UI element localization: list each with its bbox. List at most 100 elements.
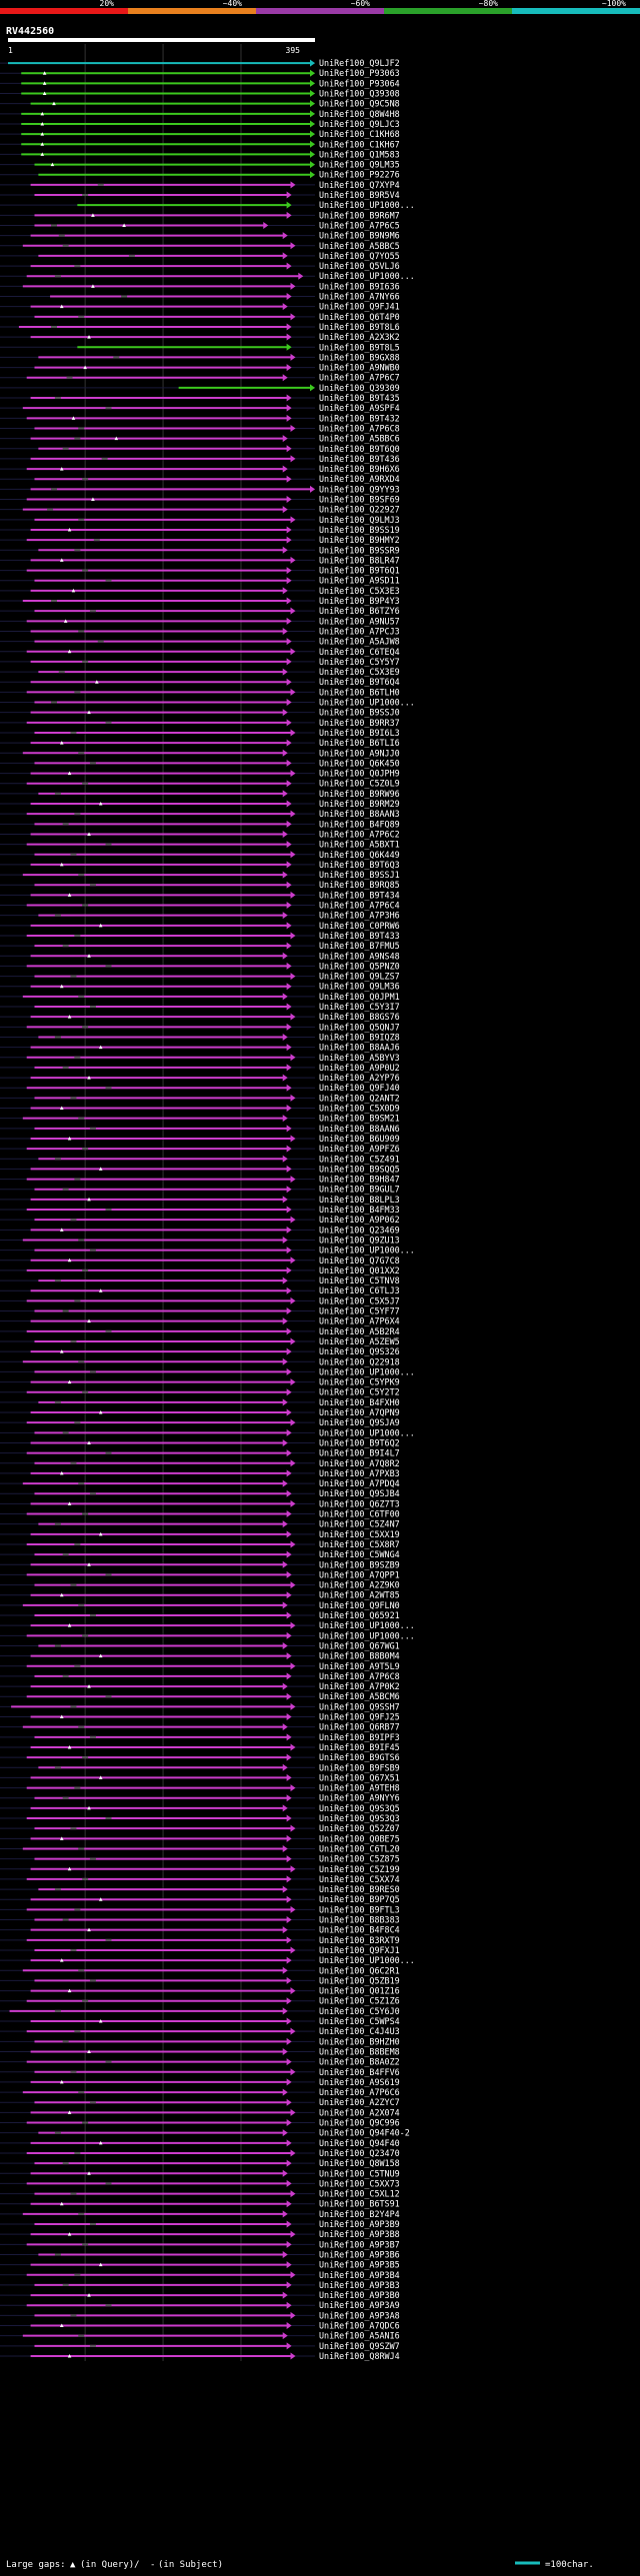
hit-row: UniRef100_C5Y5Y7 xyxy=(0,657,400,667)
hit-arrow xyxy=(290,1824,296,1832)
hit-row: UniRef100_B8AAN3 xyxy=(0,809,400,819)
hit-label: UniRef100_UP1000... xyxy=(319,1246,415,1256)
hit-label: UniRef100_C5Z199 xyxy=(319,1864,400,1874)
hit-arrow xyxy=(286,1388,292,1396)
hit-row: UniRef100_B9T6Q3 xyxy=(0,860,400,870)
hit-arrow xyxy=(310,110,315,118)
hit-row: UniRef100_A5BXT1 xyxy=(0,840,400,850)
hit-label: UniRef100_A5AJW8 xyxy=(319,637,400,647)
hit-arrow xyxy=(282,587,288,595)
hit-label: UniRef100_Q9FLN0 xyxy=(319,1600,400,1610)
hit-row: UniRef100_A2Z9K0 xyxy=(0,1580,400,1590)
hit-label: UniRef100_Q7YO55 xyxy=(319,251,400,261)
hit-row: UniRef100_Q9FJ40 xyxy=(0,1083,400,1093)
hit-label: UniRef100_C5Z1Z6 xyxy=(319,1996,400,2006)
hit-label: UniRef100_A9NJJ0 xyxy=(319,748,400,758)
query-gap-marker xyxy=(59,1836,64,1840)
hit-arrow xyxy=(286,1267,292,1275)
hit-arrow xyxy=(282,1520,288,1528)
hit-label: UniRef100_B8GS76 xyxy=(319,1012,400,1022)
hit-row: UniRef100_Q7YO55 xyxy=(0,251,400,261)
hit-label: UniRef100_C5X0D9 xyxy=(319,1104,400,1114)
hit-label: UniRef100_Q8W158 xyxy=(319,2158,400,2168)
hit-label: UniRef100_B9R5V4 xyxy=(319,190,400,200)
hit-arrow xyxy=(286,1895,292,1903)
hit-label: UniRef100_A9NYY6 xyxy=(319,1793,400,1803)
hit-label: UniRef100_B4FQ89 xyxy=(319,819,400,829)
hit-row: UniRef100_Q8RWJ4 xyxy=(0,2351,400,2361)
hit-label: UniRef100_A9T5L9 xyxy=(319,1661,400,1671)
hit-arrow xyxy=(286,404,292,412)
hit-arrow xyxy=(290,455,296,463)
hit-label: UniRef100_A9P3A9 xyxy=(319,2300,400,2310)
query-gap-marker xyxy=(87,1318,91,1323)
query-gap-marker xyxy=(67,527,72,532)
hit-label: UniRef100_Q39309 xyxy=(319,383,400,393)
hit-row: UniRef100_A7QPP1 xyxy=(0,1569,400,1579)
hit-arrow xyxy=(290,2190,296,2198)
hit-arrow xyxy=(290,1987,296,1995)
hit-label: UniRef100_C5X5J7 xyxy=(319,1295,400,1305)
hit-row: UniRef100_Q7XYP4 xyxy=(0,180,400,190)
hit-label: UniRef100_Q8W4H8 xyxy=(319,109,400,119)
hit-label: UniRef100_B9H6X6 xyxy=(319,464,400,474)
hit-label: UniRef100_C6TEQ4 xyxy=(319,647,400,657)
hit-arrow xyxy=(310,90,315,98)
hit-row: UniRef100_B9RQ85 xyxy=(0,880,400,890)
hit-label: UniRef100_C5YPK9 xyxy=(319,1377,400,1387)
hit-label: UniRef100_B9GX88 xyxy=(319,352,400,362)
hit-arrow xyxy=(282,2332,288,2340)
footer-legend-label: Large gaps: xyxy=(6,2560,66,2570)
hit-row: UniRef100_C5XX19 xyxy=(0,1529,400,1539)
hit-arrow xyxy=(290,1905,296,1913)
hit-arrow xyxy=(282,1196,288,1204)
hit-label: UniRef100_B9T6Q1 xyxy=(319,566,400,576)
hit-arrow xyxy=(286,394,292,402)
hit-label: UniRef100_A9SPF4 xyxy=(319,403,400,413)
hit-arrow xyxy=(282,2210,288,2218)
hit-arrow xyxy=(310,130,315,138)
hit-row: UniRef100_A2X074 xyxy=(0,2107,400,2117)
hit-row: UniRef100_Q01Z16 xyxy=(0,1986,400,1996)
query-gap-marker xyxy=(42,81,47,85)
hit-row: UniRef100_A9P3B7 xyxy=(0,2239,400,2249)
hit-label: UniRef100_B9SSJ1 xyxy=(319,870,400,880)
hit-row: UniRef100_Q9SJA9 xyxy=(0,1417,400,1427)
hit-row: UniRef100_B9GUL7 xyxy=(0,1185,400,1195)
hit-arrow xyxy=(282,2088,288,2096)
hit-row: UniRef100_A7P6C8 xyxy=(0,1671,400,1681)
scale-segment xyxy=(512,8,640,14)
hit-row: UniRef100_Q6K450 xyxy=(0,758,400,768)
query-gap-marker xyxy=(67,1988,72,1993)
hit-arrow xyxy=(310,120,315,128)
hit-arrow xyxy=(290,2108,296,2116)
query-gap-marker xyxy=(59,558,64,562)
query-gap-marker xyxy=(98,2262,103,2267)
query-gap-marker xyxy=(83,365,87,370)
query-gap-marker xyxy=(87,1197,91,1202)
hit-arrow xyxy=(286,293,292,301)
hit-row: UniRef100_B8BEM8 xyxy=(0,2046,400,2056)
hit-arrow xyxy=(282,1438,288,1446)
hit-label: UniRef100_B9T6Q4 xyxy=(319,677,400,687)
hit-label: UniRef100_Q9LM36 xyxy=(319,982,400,992)
hit-row: UniRef100_B9I636 xyxy=(0,281,400,291)
hit-arrow xyxy=(290,1054,296,1062)
hit-label: UniRef100_B2Y4P4 xyxy=(319,2209,400,2219)
hit-label: UniRef100_B9IF45 xyxy=(319,1742,400,1752)
hit-arrow xyxy=(286,526,292,534)
hit-label: UniRef100_Q22918 xyxy=(319,1356,400,1366)
query-gap-marker xyxy=(67,1015,72,1019)
query-gap-marker xyxy=(59,1714,64,1719)
hit-label: UniRef100_A7P3H6 xyxy=(319,911,400,921)
hit-arrow xyxy=(290,2271,296,2279)
hit-label: UniRef100_B9H847 xyxy=(319,1175,400,1185)
hit-label: UniRef100_Q7XYP4 xyxy=(319,180,400,190)
hit-arrow xyxy=(286,1692,292,1700)
hit-row: UniRef100_B9T436 xyxy=(0,454,400,464)
hit-row: UniRef100_B9T8L5 xyxy=(0,342,400,352)
hit-row: UniRef100_Q7G7C8 xyxy=(0,1256,400,1266)
hit-arrow xyxy=(290,1378,296,1386)
hit-arrow xyxy=(290,2027,296,2035)
